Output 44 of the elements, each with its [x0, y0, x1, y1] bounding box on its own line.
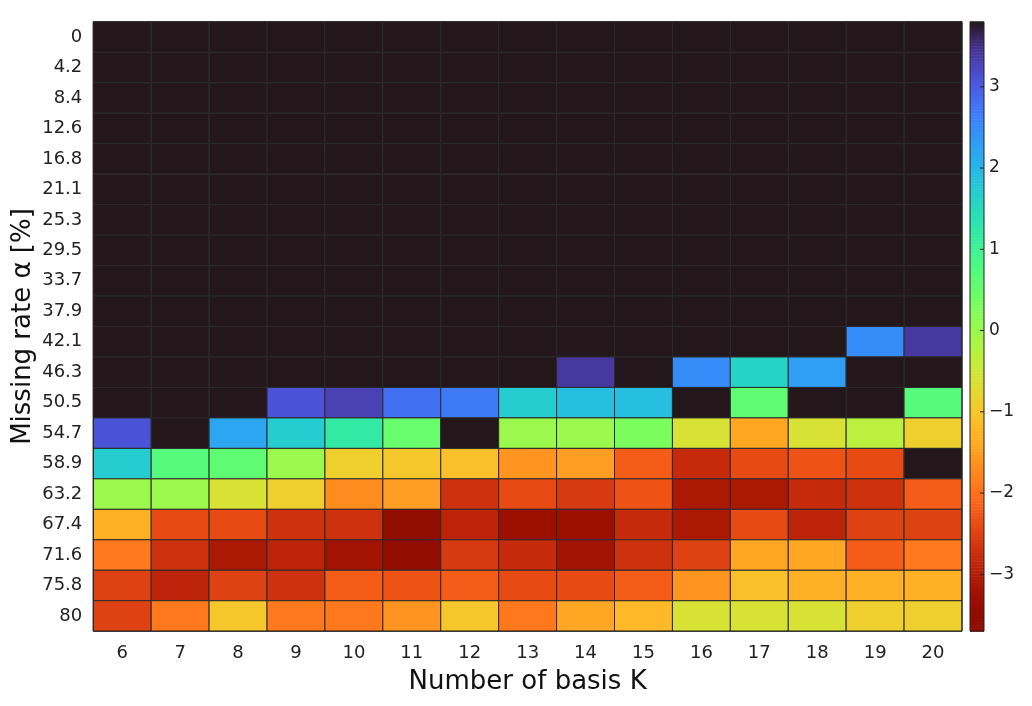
y-tick-label: 4.2	[53, 55, 83, 77]
y-tick-label: 46.3	[42, 359, 83, 381]
x-tick-label: 14	[574, 640, 598, 662]
y-tick-label: 12.6	[42, 116, 83, 138]
x-tick-label: 10	[342, 640, 366, 662]
y-tick-label: 75.8	[42, 573, 83, 595]
y-tick-label: 71.6	[42, 542, 83, 564]
x-tick-label: 19	[863, 640, 887, 662]
x-tick-label: 15	[632, 640, 655, 662]
color-bar-label: 0	[989, 318, 1000, 339]
x-tick-label: 6	[116, 640, 128, 662]
y-tick-label: 42.1	[42, 329, 83, 351]
y-tick-label: 80	[59, 603, 83, 625]
y-axis-title: Missing rate α [%]	[6, 208, 37, 445]
color-bar-label: −1	[989, 400, 1015, 421]
color-bar-label: 1	[989, 237, 1000, 258]
x-tick-label: 8	[232, 640, 244, 662]
x-tick-label: 17	[747, 640, 771, 662]
color-bar-label: −3	[989, 562, 1015, 583]
y-tick-label: 8.4	[53, 85, 83, 107]
x-tick-label: 12	[458, 640, 482, 662]
color-bar-label: 2	[989, 156, 1000, 177]
x-tick-label: 16	[689, 640, 713, 662]
y-tick-label: 16.8	[42, 146, 83, 168]
y-tick-label: 21.1	[42, 177, 83, 199]
y-tick-label: 37.9	[42, 298, 83, 320]
y-tick-label: 54.7	[42, 420, 83, 442]
x-tick-label: 11	[400, 640, 424, 662]
x-tick-label: 13	[516, 640, 540, 662]
x-tick-label: 7	[174, 640, 186, 662]
y-tick-label: 25.3	[42, 207, 83, 229]
x-axis-title: Number of basis K	[408, 665, 648, 696]
x-tick-label: 9	[290, 640, 302, 662]
x-tick-label: 18	[805, 640, 829, 662]
y-tick-label: 58.9	[42, 451, 83, 473]
y-tick-label: 63.2	[42, 481, 83, 503]
x-tick-label: 20	[921, 640, 945, 662]
y-tick-label: 0	[70, 24, 83, 46]
color-bar-label: 3	[989, 75, 1000, 96]
y-tick-label: 33.7	[42, 268, 83, 290]
color-bar-label: −2	[989, 481, 1015, 502]
y-tick-label: 67.4	[42, 512, 83, 534]
y-tick-label: 29.5	[42, 238, 83, 259]
y-tick-label: 50.5	[42, 390, 83, 412]
